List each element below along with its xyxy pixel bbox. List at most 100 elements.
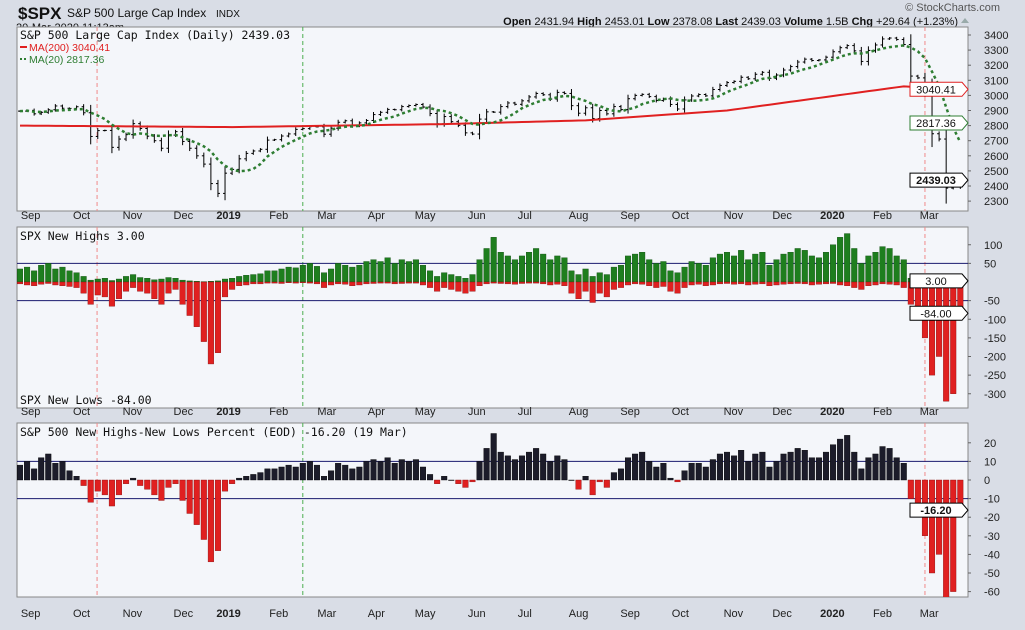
price-bar <box>562 91 567 95</box>
new-lows-bar <box>165 281 172 294</box>
y-tick-label: 2700 <box>984 136 1008 148</box>
new-highs-bar <box>646 259 653 283</box>
net-percent-bar <box>45 453 52 481</box>
new-lows-bar <box>815 281 822 285</box>
new-highs-bar <box>441 272 448 283</box>
net-percent-bar <box>434 479 441 484</box>
new-highs-bar <box>681 266 688 283</box>
net-percent-bar <box>526 451 533 481</box>
new-lows-bar <box>554 281 561 285</box>
new-lows-bar <box>31 281 38 286</box>
net-percent-bar <box>497 451 504 481</box>
new-highs-bar <box>752 253 759 283</box>
price-bar <box>802 57 807 64</box>
price-bar <box>406 104 411 108</box>
net-percent-bar <box>243 476 250 481</box>
value-tag-label: 3040.41 <box>916 84 956 96</box>
net-percent-bar <box>342 464 349 481</box>
value-tag-label: 3.00 <box>925 276 946 288</box>
x-axis-label: Feb <box>269 608 288 620</box>
net-percent-bar <box>52 463 59 481</box>
new-lows-bar <box>858 281 865 290</box>
x-axis-label: Dec <box>772 406 792 418</box>
ma200-line <box>19 85 968 129</box>
plot-content <box>17 423 968 597</box>
new-lows-bar <box>844 281 851 286</box>
price-bar <box>944 123 949 204</box>
net-percent-bar <box>639 451 646 481</box>
new-highs-bar <box>851 248 858 283</box>
net-percent-bar <box>356 466 363 481</box>
price-bar <box>725 80 729 88</box>
new-highs-bar <box>151 279 158 283</box>
x-axis-label: Mar <box>920 608 939 620</box>
x-axis-label: Aug <box>569 210 589 222</box>
net-percent-bar <box>123 479 130 484</box>
price-bar <box>159 137 164 152</box>
price-bar <box>223 166 228 201</box>
price-bar <box>760 70 765 76</box>
new-lows-bar <box>625 281 632 286</box>
net-percent-bar <box>589 479 596 496</box>
net-percent-bar <box>483 448 490 481</box>
price-bar <box>244 150 249 162</box>
new-highs-bar <box>405 261 412 283</box>
value-tag-label: 2439.03 <box>916 175 956 187</box>
collapse-arrow-icon[interactable] <box>961 18 969 23</box>
net-percent-bar <box>200 479 207 540</box>
price-bar <box>908 34 913 87</box>
new-lows-bar <box>610 281 617 290</box>
new-highs-bar <box>639 251 646 283</box>
net-percent-bar <box>681 470 688 481</box>
price-bar <box>866 46 871 66</box>
net-percent-bar <box>363 461 370 481</box>
new-lows-bar <box>335 281 342 285</box>
new-lows-bar <box>603 281 610 298</box>
price-bar <box>534 91 539 99</box>
new-highs-bar <box>575 274 582 283</box>
new-lows-bar <box>660 281 667 287</box>
net-percent-bar <box>646 461 653 481</box>
new-lows-bar <box>497 281 504 284</box>
price-bar <box>116 135 121 151</box>
net-percent-bar <box>667 477 674 481</box>
chg-value: +29.64 (+1.23%) <box>876 16 958 28</box>
new-highs-bar <box>787 251 794 283</box>
new-highs-bar <box>313 266 320 283</box>
price-bar <box>753 72 758 81</box>
x-axis-label: Feb <box>269 406 288 418</box>
price-bar <box>555 89 560 102</box>
new-highs-bar <box>108 280 115 283</box>
x-axis-label: Sep <box>620 406 640 418</box>
net-percent-bar <box>179 479 186 501</box>
x-axis-label: Mar <box>920 210 939 222</box>
new-highs-bar <box>738 250 745 283</box>
y-tick-label: 2600 <box>984 151 1008 163</box>
new-highs-bar <box>653 263 660 283</box>
x-axis-label: Jul <box>518 210 532 222</box>
new-highs-bar <box>766 265 773 283</box>
net-percent-bar <box>151 479 158 496</box>
new-lows-bar <box>886 281 893 285</box>
y-tick-label: 20 <box>984 438 996 450</box>
new-highs-bar <box>625 255 632 283</box>
new-lows-bar <box>596 281 603 294</box>
net-percent-bar <box>702 466 709 481</box>
net-percent-bar <box>688 463 695 481</box>
price-bar <box>640 93 645 97</box>
price-bar <box>484 108 489 123</box>
new-lows-bar <box>929 281 936 376</box>
new-lows-bar <box>674 281 681 294</box>
net-percent-bar <box>115 479 122 496</box>
new-highs-bar <box>384 257 391 283</box>
symbol: $SPX <box>18 4 62 23</box>
new-highs-bar <box>568 270 575 283</box>
price-bar <box>647 92 652 99</box>
new-lows-bar <box>158 281 165 305</box>
new-lows-bar <box>299 281 306 283</box>
new-lows-bar <box>851 281 858 288</box>
new-lows-bar <box>52 281 59 286</box>
net-percent-bar <box>222 479 229 492</box>
net-percent-bar <box>596 479 603 483</box>
new-highs-bar <box>837 237 844 283</box>
